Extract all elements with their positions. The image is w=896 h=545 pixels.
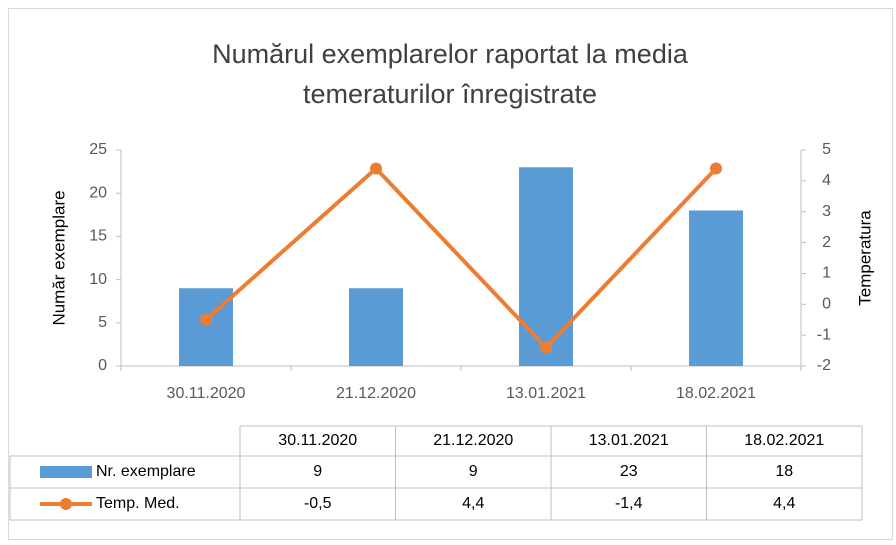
table-value: 18 [775,463,793,480]
y-tick-label: 20 [89,184,107,201]
line [204,166,718,350]
chart-border [8,8,893,540]
table-header: 18.02.2021 [744,432,824,449]
y-axis-label: Număr exemplare [49,190,68,325]
x-tick-label: 13.01.2021 [506,385,586,402]
line-marker [370,162,382,175]
table-value: 4,4 [462,495,484,512]
y-tick-label: 25 [89,141,107,158]
legend-label: Nr. exemplare [96,463,196,480]
legend-key [40,466,92,478]
table-header: 21.12.2020 [433,432,513,449]
line-marker [540,341,552,354]
table-header: 30.11.2020 [278,432,357,449]
chart-title: Numărul exemplarelor raportat la media t… [212,39,688,109]
line-marker [200,313,212,326]
legend-key [60,498,72,510]
x-tick-label: 21.12.2020 [336,385,416,402]
table-value: 9 [469,463,478,480]
table-value: 4,4 [773,495,795,512]
legend-label: Temp. Med. [96,495,180,512]
y-tick-label: 10 [89,271,107,288]
table-value: -0,5 [304,495,332,512]
line-marker [710,162,722,175]
y2-tick-label: 5 [822,141,831,158]
y2-tick-label: 4 [822,172,831,189]
table-value: 9 [313,463,322,480]
bar [689,210,743,366]
y-tick-label: 5 [98,314,107,331]
y2-tick-label: 1 [822,265,831,282]
y-tick-label: 0 [98,357,107,374]
bar [179,288,233,366]
table-value: -1,4 [615,495,643,512]
y2-tick-label: 2 [822,234,831,251]
y-tick-label: 15 [89,228,107,245]
bar [349,288,403,366]
table-value: 23 [620,463,638,480]
y2-tick-label: 3 [822,203,831,220]
y2-axis-label: Temperatura [855,210,874,306]
bar [519,167,573,366]
x-tick-label: 18.02.2021 [676,385,756,402]
y2-tick-label: -1 [817,326,831,343]
y2-tick-label: 0 [822,296,831,313]
y2-tick-label: -2 [817,357,831,374]
x-tick-label: 30.11.2020 [167,385,246,402]
table-header: 13.01.2021 [589,432,669,449]
